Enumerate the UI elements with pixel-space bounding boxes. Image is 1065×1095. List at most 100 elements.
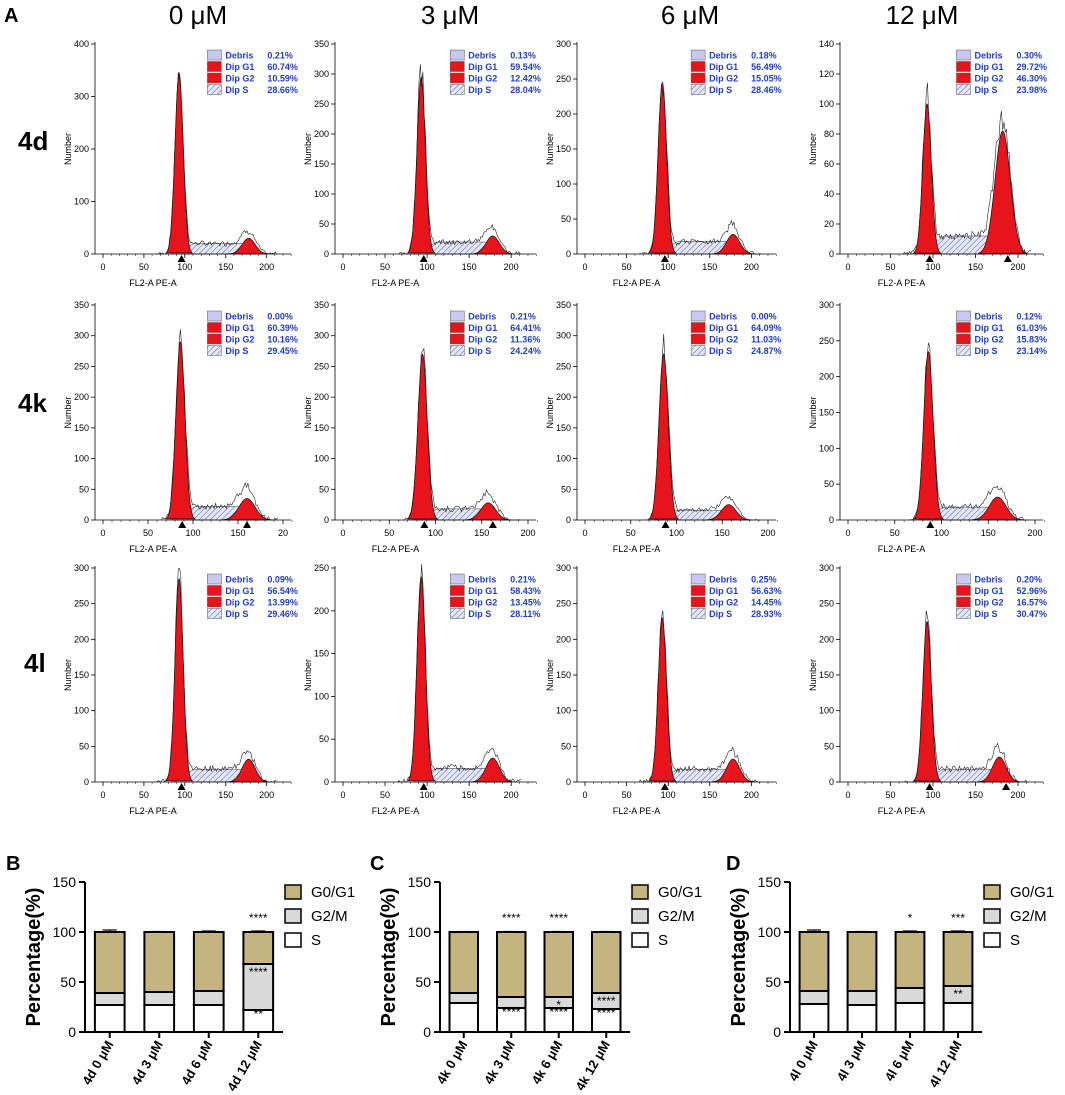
y-tick-label: 150 (819, 670, 834, 680)
y-tick-label: 300 (819, 563, 834, 573)
raw-data-trace (903, 610, 1029, 783)
y-tick-label: 350 (556, 300, 571, 310)
significance-marker: * (908, 911, 913, 925)
legend-label: Dip G2 (468, 598, 497, 608)
legend-label: Dip G1 (468, 62, 497, 72)
legend-label: Dip G2 (468, 74, 497, 84)
bar-segment-s (192, 1004, 225, 1033)
y-axis-label: Number (808, 396, 818, 428)
y-axis-label: Number (63, 133, 73, 165)
y-tick-label: 50 (319, 219, 329, 229)
legend-value: 0.30% (1016, 51, 1042, 61)
legend-value: 14.45% (751, 598, 782, 608)
y-tick-label: 50 (319, 484, 329, 494)
y-tick-label: 350 (314, 300, 329, 310)
x-tick-label: 50 (622, 262, 632, 272)
x-tick-label: 4k 6 μM (529, 1038, 566, 1087)
x-tick-label: 150 (968, 262, 983, 272)
y-axis-label: Number (63, 396, 73, 428)
legend-swatch (690, 596, 706, 608)
legend-swatch (207, 345, 222, 356)
legend-label: Debris (709, 575, 737, 585)
y-tick-label: 300 (556, 39, 571, 49)
legend-swatch (450, 84, 465, 95)
y-tick-label: 300 (819, 300, 834, 310)
legend-value: 58.43% (510, 586, 541, 596)
legend-value: 13.45% (510, 598, 541, 608)
legend-swatch (450, 72, 465, 84)
x-tick-label: 200 (744, 262, 759, 272)
x-tick-label: 4k 12 μM (572, 1038, 612, 1093)
legend-swatch (690, 322, 706, 333)
significance-marker: ** (254, 1007, 264, 1021)
x-tick-label: 0 (100, 262, 105, 272)
legend-label: Dip G2 (709, 74, 738, 84)
y-tick-label: 0 (84, 777, 89, 787)
x-tick-label: 0 (845, 528, 850, 538)
legend-label: Debris (974, 575, 1002, 585)
y-tick-label: 0 (773, 1024, 781, 1040)
legend-swatch (450, 310, 465, 322)
y-tick-label: 100 (408, 924, 432, 940)
dip-g2-peak (977, 756, 1021, 783)
legend-swatch (690, 61, 706, 72)
y-tick-label: 350 (314, 39, 329, 49)
legend-value: 56.49% (751, 62, 782, 72)
y-axis-label: Number (808, 133, 818, 165)
legend-label: Debris (225, 575, 253, 585)
legend-swatch (690, 608, 706, 619)
legend-swatch (690, 49, 706, 61)
x-tick-label: 50 (139, 790, 149, 800)
legend-value: 52.96% (1016, 586, 1047, 596)
significance-marker: **** (249, 911, 268, 925)
peak-marker-arrow (488, 521, 497, 528)
legend-value: 11.03% (751, 335, 781, 345)
x-axis-label: FL2-A PE-A (613, 806, 661, 816)
legend-swatch (450, 608, 465, 619)
y-tick-label: 300 (314, 331, 329, 341)
legend-swatch (207, 322, 222, 333)
y-tick-label: 100 (556, 179, 571, 189)
legend-label: Dip G1 (974, 62, 1003, 72)
legend-value: 11.36% (510, 335, 540, 345)
x-tick-label: 0 (582, 790, 587, 800)
legend-swatch (284, 932, 302, 948)
y-tick-label: 0 (324, 777, 329, 787)
x-tick-label: 4l 0 μM (786, 1038, 821, 1084)
dip-g1-peak (165, 577, 193, 782)
x-tick-label: 100 (428, 528, 443, 538)
legend-label: Debris (709, 312, 737, 322)
dip-g1-peak (407, 575, 436, 782)
x-axis-label: FL2-A PE-A (878, 278, 926, 288)
y-tick-label: 100 (819, 99, 834, 109)
bar-segment-g2m (846, 990, 878, 1006)
legend-value: 23.98% (1016, 85, 1047, 95)
bar-segment-s (846, 1004, 878, 1033)
legend-label: Dip G1 (709, 62, 738, 72)
row-header-4l: 4l (24, 648, 46, 678)
y-tick-label: 100 (758, 924, 782, 940)
legend-label: G0/G1 (1010, 884, 1054, 901)
legend-swatch (207, 333, 222, 345)
y-tick-label: 100 (556, 706, 571, 716)
x-tick-label: 50 (626, 528, 636, 538)
bar-segment-g2m (143, 991, 176, 1006)
x-tick-label: 4l 12 μM (926, 1038, 965, 1090)
legend-swatch (690, 84, 706, 95)
histogram-4k-12-m: 0 50 100 150 200 FL2-A PE-A 0 50 100 150 200 250 300… (808, 300, 1047, 554)
y-tick-label: 100 (74, 706, 89, 716)
legend-value: 0.21% (510, 575, 536, 585)
peak-marker-arrow (925, 783, 934, 790)
legend-label: G2/M (1010, 908, 1047, 925)
x-tick-label: 150 (230, 528, 245, 538)
legend-swatch (450, 345, 465, 356)
significance-marker: *** (951, 911, 965, 925)
legend-label: Dip G1 (468, 323, 497, 333)
x-tick-label: 150 (218, 262, 233, 272)
legend-swatch (956, 322, 971, 333)
x-tick-label: 200 (744, 790, 759, 800)
legend-label: Dip G2 (974, 74, 1003, 84)
row-header-4k: 4k (18, 388, 47, 418)
y-axis-label: Number (63, 659, 73, 691)
x-tick-label: 50 (622, 790, 632, 800)
